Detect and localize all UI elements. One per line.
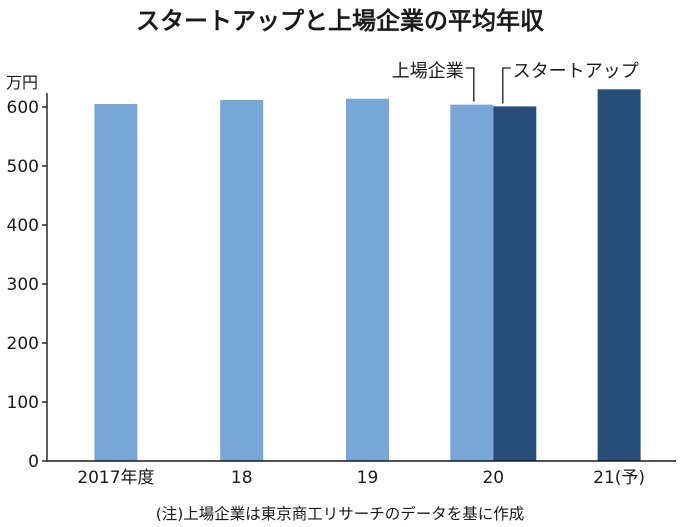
x-tick-label: 2017年度 bbox=[77, 468, 154, 488]
y-axis-unit: 万円 bbox=[6, 73, 38, 92]
chart-title: スタートアップと上場企業の平均年収 bbox=[136, 7, 545, 35]
bar-startup-3 bbox=[493, 106, 537, 461]
y-tick-label: 500 bbox=[7, 157, 39, 177]
x-tick-label: 18 bbox=[231, 468, 253, 488]
y-tick-label: 0 bbox=[28, 452, 39, 472]
y-tick-label: 600 bbox=[7, 98, 39, 118]
bars bbox=[94, 89, 641, 462]
bar-listed-2 bbox=[346, 98, 389, 462]
y-tick-label: 400 bbox=[7, 216, 39, 236]
x-tick-label: 19 bbox=[357, 468, 379, 488]
y-axis: 0 100 200 300 400 500 600 bbox=[7, 93, 48, 472]
x-tick-label: 21(予) bbox=[593, 468, 645, 488]
bar-listed-1 bbox=[220, 99, 264, 462]
y-tick-label: 200 bbox=[7, 334, 39, 354]
legend-label-listed: 上場企業 bbox=[392, 61, 464, 82]
legend-leader-listed bbox=[465, 67, 475, 102]
legend-leader-startup bbox=[502, 67, 511, 104]
bar-startup-4 bbox=[597, 89, 641, 462]
legend-label-startup: スタートアップ bbox=[513, 61, 639, 82]
y-tick-label: 100 bbox=[7, 393, 39, 413]
x-axis: 2017年度 18 19 20 21(予) bbox=[47, 460, 676, 488]
x-tick-label: 20 bbox=[482, 468, 504, 488]
bar-listed-0 bbox=[94, 104, 138, 462]
y-tick-label: 300 bbox=[7, 275, 39, 295]
legend: 上場企業 スタートアップ bbox=[392, 61, 639, 104]
bar-listed-3 bbox=[450, 104, 494, 461]
source-note: (注)上場企業は東京商工リサーチのデータを基に作成 bbox=[156, 504, 525, 523]
